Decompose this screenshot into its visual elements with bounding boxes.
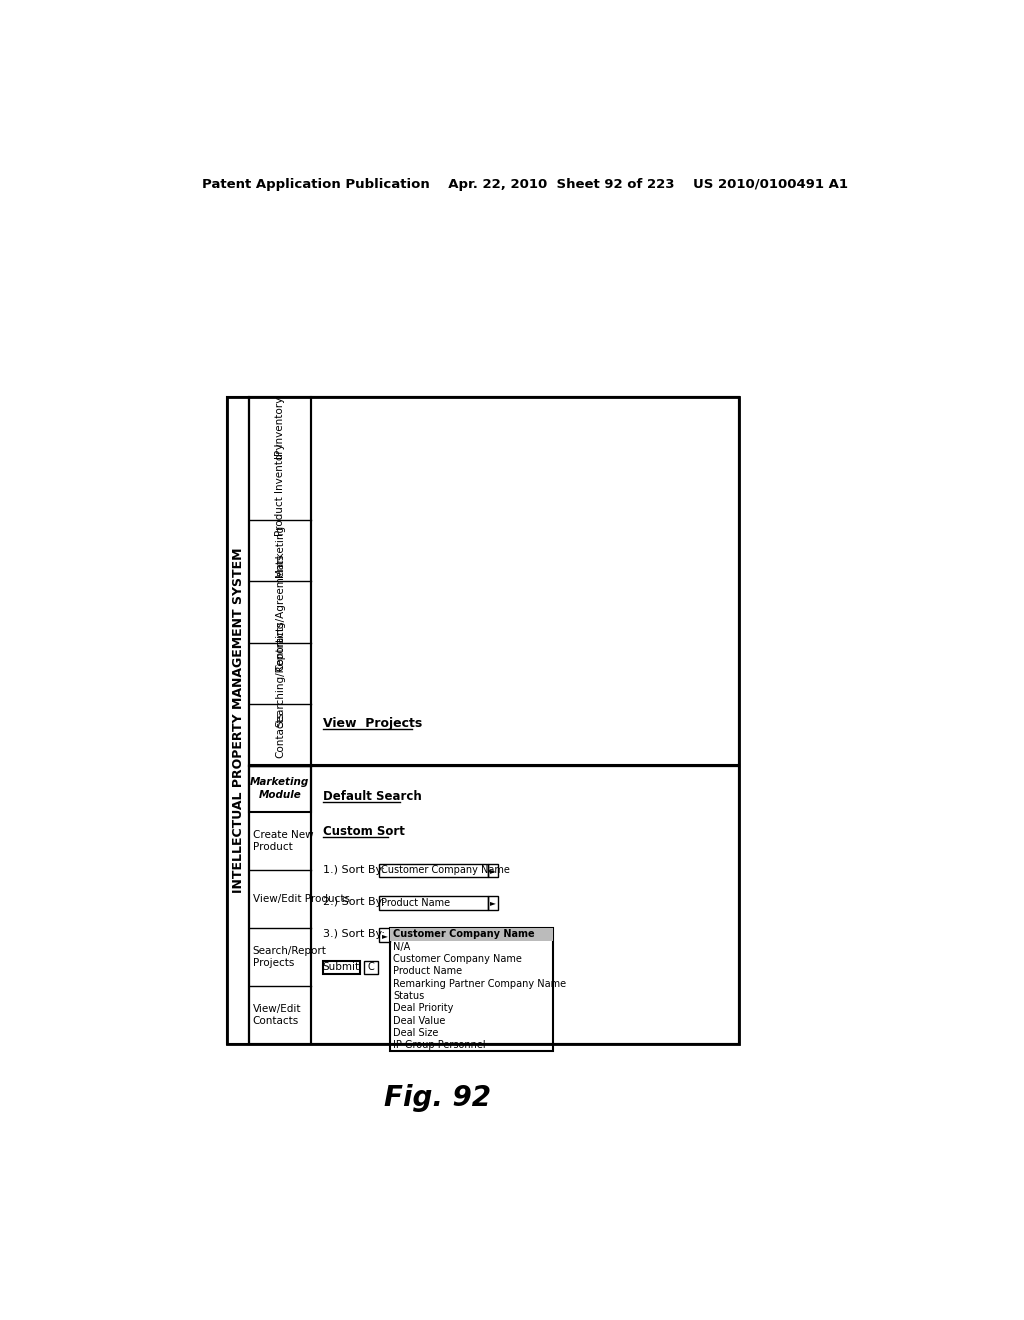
Bar <box>379 863 487 878</box>
Bar <box>249 397 738 1044</box>
Bar <box>487 863 499 878</box>
Bar <box>390 928 553 941</box>
Text: 2.) Sort By:: 2.) Sort By: <box>323 898 385 907</box>
Bar <box>249 397 311 766</box>
Text: Fig. 92: Fig. 92 <box>384 1084 492 1111</box>
Text: 3.) Sort By:: 3.) Sort By: <box>323 929 385 940</box>
Text: 1.) Sort By:: 1.) Sort By: <box>323 865 385 875</box>
Text: INTELLECTUAL PROPERTY MANAGEMENT SYSTEM: INTELLECTUAL PROPERTY MANAGEMENT SYSTEM <box>231 548 245 894</box>
Bar <box>311 766 738 1044</box>
Text: Contacts: Contacts <box>274 711 285 758</box>
Bar <box>390 928 553 1052</box>
Text: Remarking Partner Company Name: Remarking Partner Company Name <box>393 978 566 989</box>
Text: Search/Report
Projects: Search/Report Projects <box>253 946 327 968</box>
Text: Deal Value: Deal Value <box>393 1015 445 1026</box>
Text: N/A: N/A <box>393 941 411 952</box>
Text: Default Search: Default Search <box>323 791 421 803</box>
Text: IP Inventory: IP Inventory <box>274 397 285 459</box>
Text: Marketing
Module: Marketing Module <box>250 777 309 800</box>
Text: Customer Company Name: Customer Company Name <box>393 929 535 940</box>
Bar <box>323 961 359 974</box>
Bar <box>364 961 378 974</box>
Bar <box>249 766 311 812</box>
Bar <box>379 928 390 942</box>
Bar <box>487 896 499 909</box>
Text: ►: ► <box>490 899 496 907</box>
Text: View/Edit
Contacts: View/Edit Contacts <box>253 1005 301 1026</box>
Text: Custom Sort: Custom Sort <box>323 825 404 838</box>
Text: Searching/Reporting: Searching/Reporting <box>274 620 285 727</box>
Bar <box>379 896 487 909</box>
Text: Patent Application Publication    Apr. 22, 2010  Sheet 92 of 223    US 2010/0100: Patent Application Publication Apr. 22, … <box>202 178 848 190</box>
Bar <box>227 397 738 1044</box>
Text: Deal Size: Deal Size <box>393 1028 438 1038</box>
Bar <box>311 397 738 766</box>
Text: ►: ► <box>490 866 496 875</box>
Text: Marketing: Marketing <box>274 524 285 577</box>
Text: IP Group Personnel: IP Group Personnel <box>393 1040 485 1051</box>
Text: Status: Status <box>393 991 424 1001</box>
Text: View/Edit Products: View/Edit Products <box>253 894 350 904</box>
Text: View  Projects: View Projects <box>323 717 422 730</box>
Text: Product Inventory: Product Inventory <box>274 444 285 536</box>
Text: Product Name: Product Name <box>381 898 451 908</box>
Bar <box>249 766 311 1044</box>
Text: Create New
Product: Create New Product <box>253 830 313 851</box>
Text: ►: ► <box>382 931 387 940</box>
Text: Submit: Submit <box>323 962 359 972</box>
Bar <box>227 397 249 1044</box>
Text: Customer Company Name: Customer Company Name <box>381 866 510 875</box>
Text: Contracts/Agreements: Contracts/Agreements <box>274 553 285 671</box>
Text: Deal Priority: Deal Priority <box>393 1003 454 1014</box>
Text: Customer Company Name: Customer Company Name <box>393 954 522 964</box>
Text: C: C <box>368 962 374 972</box>
Text: Product Name: Product Name <box>393 966 462 977</box>
